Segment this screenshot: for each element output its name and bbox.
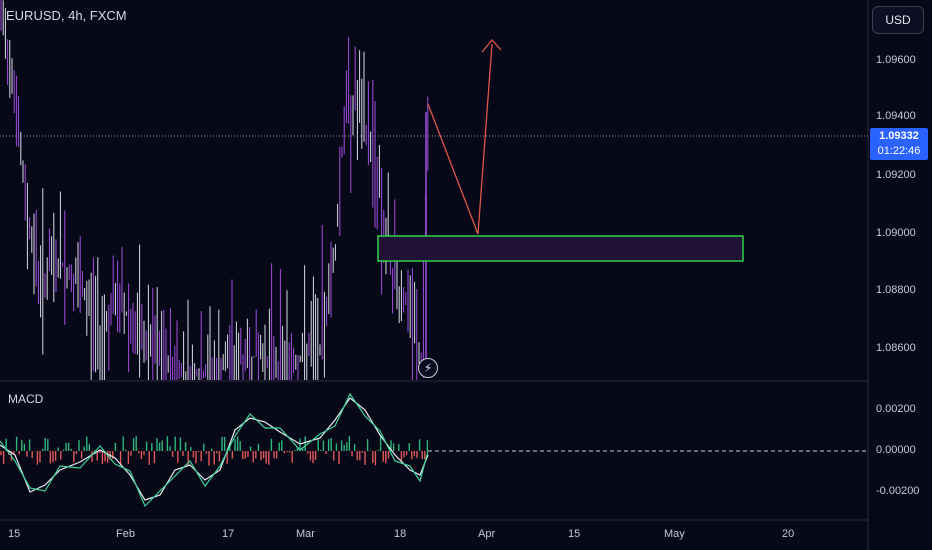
- price-axis-label: 1.09200: [876, 169, 916, 181]
- price-axis-label: 1.08800: [876, 284, 916, 296]
- signal-line: [0, 392, 429, 508]
- time-axis-label: Mar: [296, 528, 315, 540]
- macd-axis-label: 0.00000: [876, 444, 916, 456]
- currency-button[interactable]: USD: [872, 6, 924, 34]
- macd-indicator-label[interactable]: MACD: [8, 392, 44, 406]
- price-axis-label: 1.08600: [876, 342, 916, 354]
- current-price-value: 1.09332: [879, 130, 919, 142]
- time-axis-label: Apr: [478, 528, 496, 540]
- macd-axis-label: -0.00200: [876, 485, 920, 497]
- symbol-title[interactable]: EURUSD, 4h, FXCM: [6, 8, 127, 23]
- macd-line: [0, 397, 429, 501]
- time-axis-label: Feb: [116, 528, 135, 540]
- price-candles: [0, 0, 429, 380]
- price-axis-label: 1.09400: [876, 110, 916, 122]
- time-axis-label: May: [664, 528, 685, 540]
- time-axis-label: 20: [782, 528, 795, 540]
- lightning-icon[interactable]: ⚡: [418, 358, 438, 378]
- price-axis-label: 1.09600: [876, 54, 916, 66]
- bar-countdown: 01:22:46: [877, 145, 921, 157]
- macd-histogram: [0, 436, 429, 466]
- pane-separators: [0, 0, 869, 550]
- time-axis-label: 15: [568, 528, 581, 540]
- projection-arrowhead-icon: [481, 39, 502, 53]
- time-axis-label: 17: [222, 528, 235, 540]
- current-price-tag: 1.09332 01:22:46: [870, 128, 928, 160]
- price-axis-label: 1.09000: [876, 227, 916, 239]
- time-axis-label: 18: [394, 528, 407, 540]
- macd-axis-label: 0.00200: [876, 403, 916, 415]
- support-zone-box[interactable]: [377, 235, 744, 262]
- time-axis-label: 15: [8, 528, 21, 540]
- projection-path[interactable]: [427, 43, 493, 235]
